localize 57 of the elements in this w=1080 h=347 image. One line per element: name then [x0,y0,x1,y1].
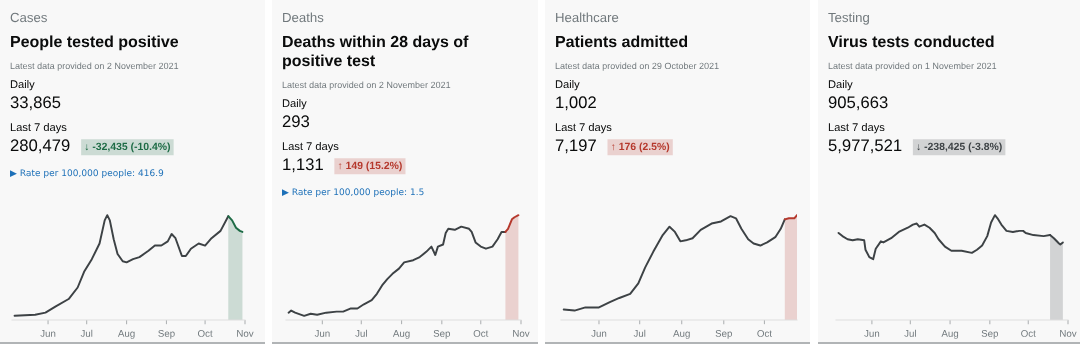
x-tick-label: Aug [392,330,410,339]
text: Latest data provided on 29 October 2021 [555,62,719,71]
text: Testing [828,12,869,25]
x-tick-label: Nov [237,330,254,337]
x-tick-label: Sep [715,329,732,339]
text: Daily [10,79,35,91]
text: Deaths [283,12,324,23]
x-tick-label: Sep [158,329,175,339]
text: 905,663 [828,96,888,111]
x-tick-label: Aug [117,330,135,339]
x-tick-label: Sep [433,329,451,339]
chart-title: Virus tests conducted [828,35,994,48]
chart-title: People tested positive [11,35,179,51]
x-tick-label: Jul [904,329,916,337]
x-tick-label: Jul [80,329,93,337]
text: Last 7 days [282,141,339,153]
x-tick-label: Jun [314,330,330,337]
x-tick-label: Aug [673,330,690,339]
text: Daily [828,79,853,91]
x-tick-label: Jul [355,329,367,337]
x-tick-label: Oct [757,329,772,337]
text: 33,865 [10,96,61,111]
text: 1,131 [283,158,323,173]
text: Daily [555,79,580,91]
x-tick-label: Jul [633,329,646,337]
text: Last 7 days [828,122,885,134]
chart-title: Patients admitted [556,35,688,48]
x-tick-label: Sep [981,329,999,339]
text: 1,002 [556,96,596,111]
text: Latest data provided on 2 November 2021 [282,81,451,90]
text: ▶ Rate per 100,000 people: 1.5 [282,188,424,197]
x-tick-label: Oct [473,329,489,337]
text: ↑ 149 (15.2%) [338,161,402,172]
text: 293 [282,115,310,128]
x-tick-label: Nov [1060,330,1077,337]
x-tick-label: Nov [513,330,530,337]
text: ↑ 176 (2.5%) [612,142,670,153]
text: Daily [282,98,307,110]
text: 5,977,521 [828,139,902,154]
text: Latest data provided on 2 November 2021 [10,62,179,71]
text: Last 7 days [10,122,67,134]
text: ↓ -32,435 (-10.4%) [85,142,170,153]
chart-title: Deaths within 28 days of positive test [283,35,469,70]
x-tick-label: Oct [1021,329,1036,337]
text: Cases [10,12,47,23]
text: 7,197 [555,139,596,154]
x-tick-label: Oct [197,329,213,337]
text: ↓ -238,425 (-3.8%) [917,142,1002,153]
x-tick-label: Jun [40,330,56,337]
text: Healthcare [556,12,619,23]
x-tick-label: Jun [591,330,607,337]
text: ▶ Rate per 100,000 people: 416.9 [10,169,164,178]
text: 280,479 [10,139,70,154]
x-tick-label: Aug [941,330,959,339]
text: Last 7 days [555,122,612,134]
x-tick-label: Jun [864,330,880,337]
text: Latest data provided on 1 November 2021 [828,62,997,71]
